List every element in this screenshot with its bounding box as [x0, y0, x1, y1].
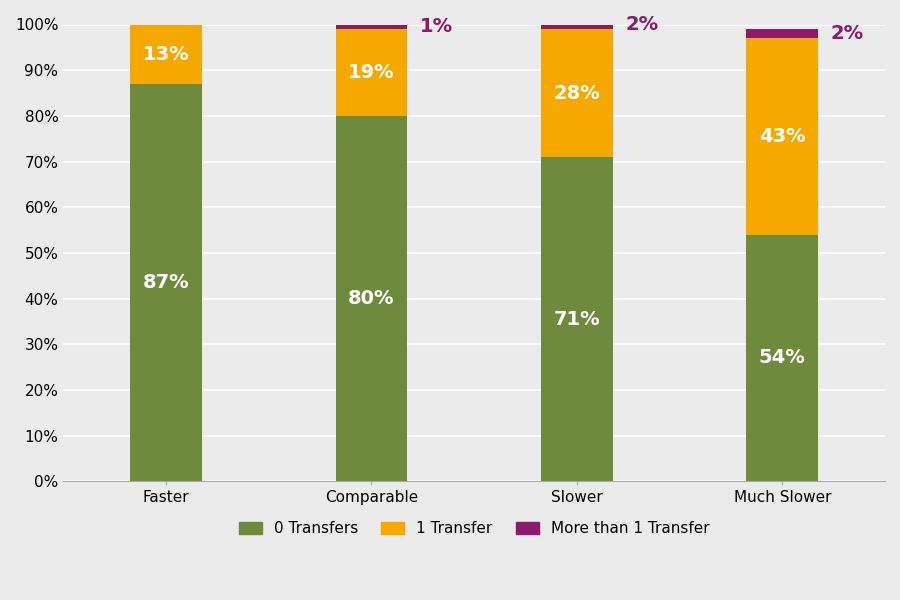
- Bar: [130, 84, 202, 481]
- Bar: [541, 20, 613, 29]
- Text: 13%: 13%: [143, 44, 189, 64]
- Text: 71%: 71%: [554, 310, 600, 329]
- Bar: [130, 25, 202, 84]
- Text: 80%: 80%: [348, 289, 395, 308]
- Text: 19%: 19%: [348, 63, 395, 82]
- Bar: [746, 235, 818, 481]
- Bar: [541, 157, 613, 481]
- Bar: [746, 29, 818, 38]
- Text: 1%: 1%: [419, 17, 453, 36]
- Bar: [336, 116, 408, 481]
- Text: 28%: 28%: [554, 83, 600, 103]
- Text: 2%: 2%: [831, 24, 864, 43]
- Text: 87%: 87%: [143, 273, 189, 292]
- Text: 54%: 54%: [759, 349, 806, 367]
- Bar: [336, 25, 408, 29]
- Text: 2%: 2%: [626, 15, 658, 34]
- Bar: [746, 38, 818, 235]
- Legend: 0 Transfers, 1 Transfer, More than 1 Transfer: 0 Transfers, 1 Transfer, More than 1 Tra…: [233, 515, 716, 542]
- Bar: [541, 29, 613, 157]
- Bar: [336, 29, 408, 116]
- Text: 43%: 43%: [759, 127, 806, 146]
